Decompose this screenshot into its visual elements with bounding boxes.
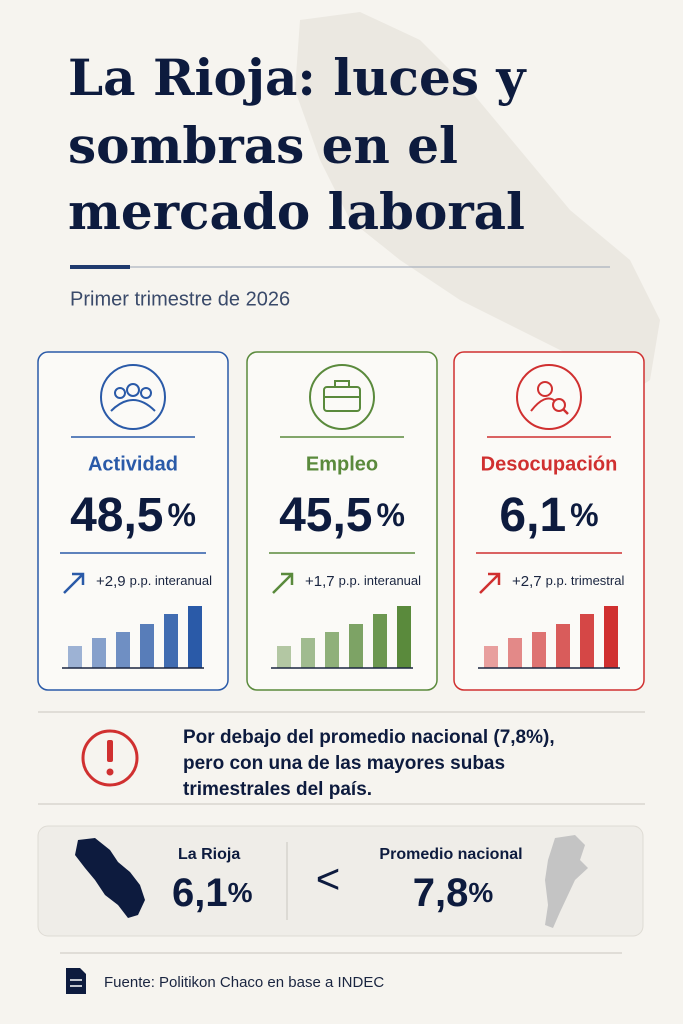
mini-bar [92, 638, 106, 668]
icon-circle [516, 364, 582, 430]
mini-bar [532, 632, 546, 668]
comparison-box [37, 825, 644, 937]
document-icon [66, 968, 86, 994]
card: Empleo 45,5 % +1,7 p.p. interanual [246, 351, 438, 691]
unit: % [376, 497, 404, 533]
cards: Actividad 48,5 % +2,9 p.p. interanual Empleo 4… [37, 351, 645, 691]
card-change: +2,9 p.p. interanual [96, 573, 212, 590]
mini-bar [604, 606, 618, 668]
mini-bar [116, 632, 130, 668]
change-note: p.p. trimestral [546, 573, 625, 588]
change: +2,9 [96, 573, 126, 590]
value: 45,5 [279, 489, 372, 542]
source: Fuente: Politikon Chaco en base a INDEC [104, 974, 384, 991]
unit: % [167, 497, 195, 533]
trend-arrow [272, 572, 294, 594]
icon-circle [100, 364, 166, 430]
right-value: 7,8% [413, 871, 494, 915]
title-line: mercado laboral [68, 182, 525, 241]
change: +2,7 [512, 573, 542, 590]
mini-bar [140, 624, 154, 668]
subtitle: Primer trimestre de 2026 [70, 288, 290, 310]
mini-bar [68, 646, 82, 668]
left-value: 6,1% [172, 871, 253, 915]
card-value: 48,5% [70, 489, 196, 542]
unit: % [468, 877, 493, 908]
mini-bar [164, 614, 178, 668]
icon [537, 381, 553, 397]
change-note: p.p. interanual [339, 573, 422, 588]
mini-bar [580, 614, 594, 668]
argentina-map [545, 835, 588, 928]
mini-bar [301, 638, 315, 668]
card-value: 45,5% [279, 489, 405, 542]
right-label: Promedio nacional [379, 846, 522, 863]
mini-bar [484, 646, 498, 668]
background-map [295, 12, 660, 400]
change: +1,7 [305, 573, 335, 590]
card-label: Actividad [88, 453, 178, 475]
title-line: sombras en el [68, 116, 458, 175]
mini-bar [277, 646, 291, 668]
mini-bar [397, 606, 411, 668]
card-label: Desocupación [481, 453, 618, 475]
card: Desocupación 6,1 % +2,7 p.p. trimestral [453, 351, 645, 691]
icon [110, 399, 156, 412]
card-label: Empleo [306, 453, 378, 475]
mini-bar [373, 614, 387, 668]
note-line: trimestrales del país. [183, 779, 372, 800]
comparison-symbol: < [316, 855, 341, 902]
card-change: +2,7 p.p. trimestral [512, 573, 624, 590]
unit: % [570, 497, 598, 533]
icon [140, 387, 152, 399]
mini-bar [349, 624, 363, 668]
mini-bar [556, 624, 570, 668]
alert-icon [81, 729, 139, 787]
trend-arrow [479, 572, 501, 594]
unit: % [228, 877, 253, 908]
la-rioja-map [75, 838, 145, 918]
mini-bar [325, 632, 339, 668]
mini-bar [508, 638, 522, 668]
card: Actividad 48,5 % +2,9 p.p. interanual [37, 351, 229, 691]
alert-icon [107, 740, 113, 762]
note-line: Por debajo del promedio nacional (7,8%), [183, 727, 555, 748]
trend-arrow [63, 572, 85, 594]
icon [552, 398, 566, 412]
icon [334, 380, 350, 388]
note-line: pero con una de las mayores subas [183, 753, 505, 774]
change-note: p.p. interanual [130, 573, 213, 588]
icon-circle [309, 364, 375, 430]
card-value: 6,1% [499, 489, 598, 542]
left-label: La Rioja [178, 846, 240, 863]
mini-bar [188, 606, 202, 668]
icon [562, 408, 569, 415]
value: 6,1 [172, 871, 228, 915]
icon [530, 397, 556, 412]
card-change: +1,7 p.p. interanual [305, 573, 421, 590]
icon [114, 387, 126, 399]
value: 6,1 [499, 489, 566, 542]
icon [126, 383, 140, 397]
value: 48,5 [70, 489, 163, 542]
title-line: La Rioja: luces y [68, 48, 527, 107]
alert-icon [106, 768, 114, 776]
value: 7,8 [413, 871, 469, 915]
